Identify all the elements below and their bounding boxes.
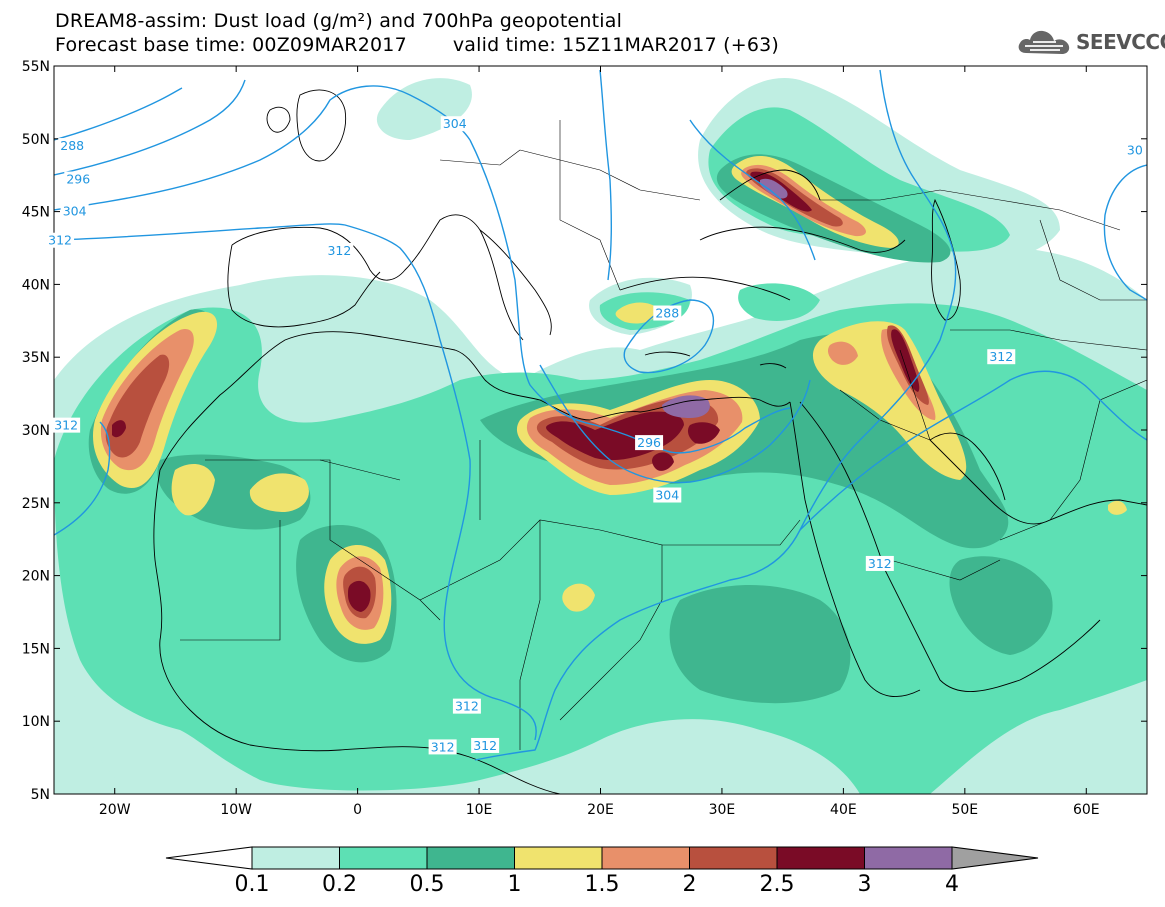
cloud-icon xyxy=(1018,30,1070,54)
colorbar-level-label: 1 xyxy=(507,872,522,897)
colorbar-bin xyxy=(339,846,428,870)
contour-label-box xyxy=(653,487,682,503)
lat-tick-label: 40N xyxy=(22,277,50,293)
lat-tick-label: 25N xyxy=(22,496,50,512)
lon-tick-label: 40E xyxy=(830,802,857,818)
colorbar-under-arrow xyxy=(165,846,253,870)
contour-label: 312 xyxy=(54,418,78,433)
contour-label-box xyxy=(46,232,75,248)
lat-tick-label: 5N xyxy=(31,787,50,803)
colorbar-level-label: 0.1 xyxy=(234,872,270,897)
lat-tick-label: 30N xyxy=(22,423,50,439)
contour-label-box xyxy=(452,698,481,714)
contour-label-box xyxy=(471,737,500,753)
map-subtitle: Forecast base time: 00Z09MAR2017 valid ti… xyxy=(55,35,779,55)
lon-tick-label: 10E xyxy=(466,802,493,818)
contour-label-box xyxy=(64,171,93,187)
colorbar-level-label: 0.2 xyxy=(322,872,357,897)
contour-label: 288 xyxy=(655,306,679,321)
lat-tick-label: 50N xyxy=(22,132,50,148)
colorbar xyxy=(165,846,1039,870)
lon-tick-label: 0 xyxy=(353,802,362,818)
contour-label: 296 xyxy=(66,172,90,187)
contour-label: 312 xyxy=(431,739,455,754)
contour-label: 312 xyxy=(455,699,479,714)
contour-label-box xyxy=(635,435,664,451)
contour-label: 312 xyxy=(868,556,892,571)
colorbar-level-label: 3 xyxy=(857,872,872,897)
colorbar-over-arrow xyxy=(951,846,1039,870)
logo-text: SEEVCCC xyxy=(1076,30,1165,54)
contour-label-box xyxy=(1124,142,1145,158)
contour-labels: 288 296 304 312 312 304 312 288 296 304 312 312 312 3… xyxy=(46,116,1145,755)
contour-label-box xyxy=(60,203,89,219)
contour-label: 304 xyxy=(655,488,679,503)
lon-tick-label: 20E xyxy=(587,802,614,818)
contour-label: 312 xyxy=(473,738,497,753)
contour-label: 312 xyxy=(327,243,351,258)
map-title: DREAM8-assim: Dust load (g/m²) and 700hP… xyxy=(55,10,623,32)
contour-label-box xyxy=(52,417,81,433)
lon-tick-label: 10W xyxy=(220,802,252,818)
base-time-label: Forecast base time: 00Z09MAR2017 xyxy=(55,34,407,56)
lon-tick-label: 60E xyxy=(1073,802,1100,818)
contour-label: 312 xyxy=(989,349,1013,364)
colorbar-level-label: 0.5 xyxy=(409,872,445,897)
colorbar-level-label: 4 xyxy=(945,872,959,897)
contour-label: 30 xyxy=(1127,142,1143,157)
seevccc-logo: SEEVCCC xyxy=(1016,24,1165,60)
lon-tick-label: 50E xyxy=(951,802,978,818)
colorbar-bin xyxy=(426,846,515,870)
contour-label-box xyxy=(428,739,457,755)
lat-tick-label: 35N xyxy=(22,350,50,366)
lat-tick-label: 55N xyxy=(22,59,50,75)
lat-tick-label: 45N xyxy=(22,205,50,221)
valid-time-label: valid time: 15Z11MAR2017 (+63) xyxy=(452,34,780,56)
lat-tick-label: 15N xyxy=(22,641,50,657)
lat-tick-label: 20N xyxy=(22,569,50,585)
contour-label: 312 xyxy=(48,233,72,248)
colorbar-bin xyxy=(251,846,340,870)
colorbar-level-label: 2.5 xyxy=(759,872,795,897)
contour-label: 288 xyxy=(60,138,84,153)
contour-label: 304 xyxy=(443,116,467,131)
colorbar-bin xyxy=(514,846,603,870)
lon-tick-label: 20W xyxy=(99,802,131,818)
contour-label-box xyxy=(325,242,354,258)
lon-tick-label: 30E xyxy=(709,802,736,818)
colorbar-bin xyxy=(776,846,865,870)
contour-label: 296 xyxy=(637,435,661,450)
colorbar-level-label: 2 xyxy=(682,872,697,897)
contour-label-box xyxy=(653,305,682,321)
lat-tick-label: 10N xyxy=(22,714,50,730)
contour-label-box xyxy=(58,138,87,154)
contour-label: 304 xyxy=(63,204,87,219)
colorbar-bin xyxy=(601,846,690,870)
contour-label-box xyxy=(987,349,1016,365)
dust-field xyxy=(54,78,1147,794)
contour-label-box xyxy=(865,555,894,571)
contour-label-box xyxy=(440,116,469,132)
colorbar-level-label: 1.5 xyxy=(584,872,620,897)
colorbar-bin xyxy=(864,846,953,870)
colorbar-bin xyxy=(689,846,778,870)
map-axes: 55N 50N 45N 40N 35N 30N 25N 20N 15N 10N 5N 20W 10W 0 1… xyxy=(22,59,1147,818)
